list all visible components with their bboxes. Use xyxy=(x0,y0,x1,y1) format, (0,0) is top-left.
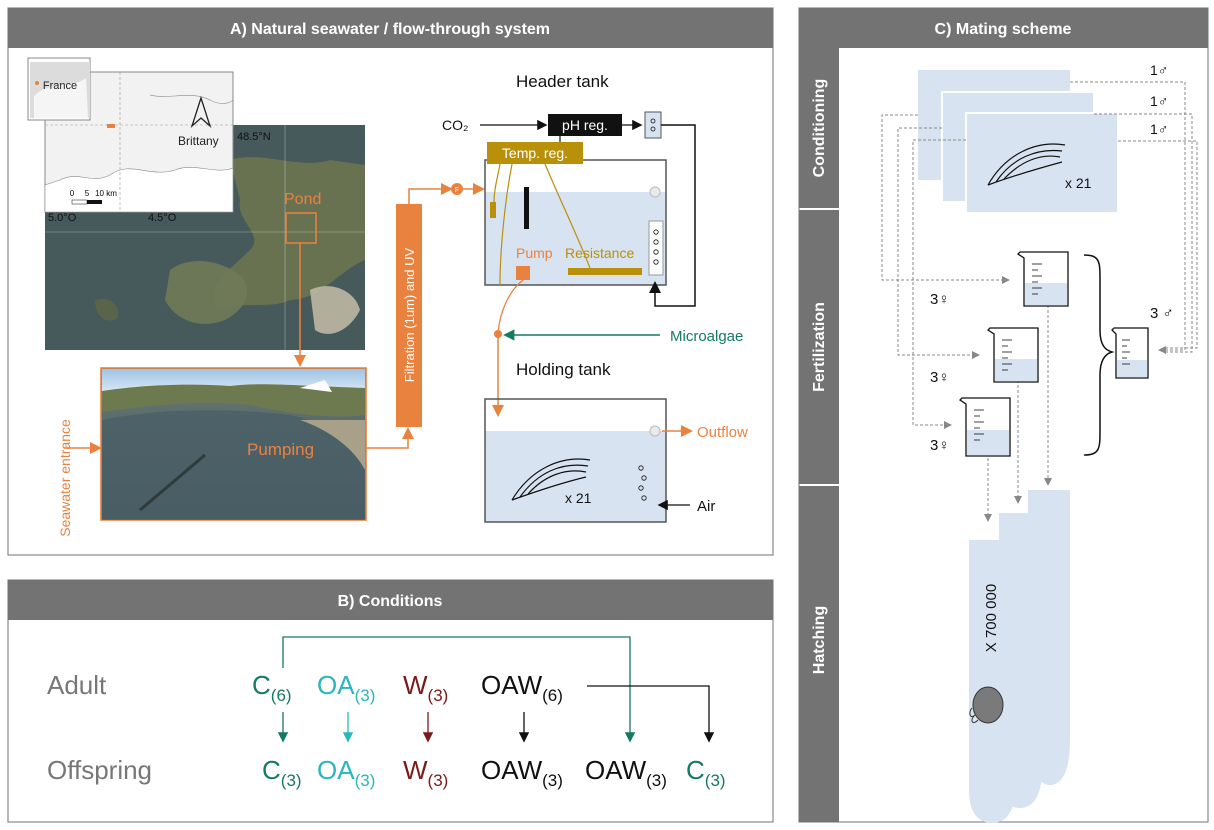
offspring-oaw-2: OAW(3) xyxy=(585,755,667,790)
region-label: Brittany xyxy=(178,134,219,148)
scale-label-10: 10 km xyxy=(95,189,117,198)
filtration-unit xyxy=(396,204,422,427)
offspring-oa: OA(3) xyxy=(317,755,375,790)
male-label-1: 1♂ xyxy=(1150,62,1168,78)
resistance-label: Resistance xyxy=(565,245,634,261)
panel-c-title: C) Mating scheme xyxy=(935,21,1072,38)
filtration-label: Filtration (1um) and UV xyxy=(402,247,417,382)
filter-icon xyxy=(451,183,463,195)
offspring-w: W(3) xyxy=(403,755,448,790)
ph-reg-label: pH reg. xyxy=(562,117,608,133)
beaker-icon-3 xyxy=(958,397,1011,457)
panel-a-header xyxy=(8,8,773,48)
header-tank: Header tank Pump Resistance CO₂ pH reg. xyxy=(442,72,696,307)
holding-tank-title: Holding tank xyxy=(516,360,611,379)
panel-a: A) Natural seawater / flow-through syste… xyxy=(7,7,774,556)
larva-icon xyxy=(969,686,1004,724)
temp-regulator xyxy=(487,142,583,164)
lon-west-label: 5.0°O xyxy=(48,212,77,224)
stage-bar-fertilization xyxy=(799,210,839,484)
pumping-photo: Pumping xyxy=(100,367,367,521)
pumping-label: Pumping xyxy=(247,440,314,459)
header-bubbles-icon xyxy=(653,229,659,265)
stage-conditioning: Conditioning xyxy=(811,79,828,178)
conditioning-count: x 21 xyxy=(1065,175,1092,191)
female-label-2: 3♀ xyxy=(930,369,950,386)
female-label-3: 3♀ xyxy=(930,437,950,454)
row-label-adult: Adult xyxy=(47,670,107,700)
header-tank-title: Header tank xyxy=(516,72,609,91)
scale-label-5: 5 xyxy=(85,189,90,198)
hatching-count: X 700 000 xyxy=(983,584,1000,652)
offspring-oaw: OAW(3) xyxy=(481,755,563,790)
panel-b-title: B) Conditions xyxy=(338,593,443,610)
beaker-icon-1 xyxy=(1016,251,1069,307)
stage-fertilization: Fertilization xyxy=(811,302,828,392)
pond-label: Pond xyxy=(284,191,321,208)
temp-reg-label: Temp. reg. xyxy=(502,145,568,161)
offspring-c: C(3) xyxy=(262,755,302,790)
adult-oa: OA(3) xyxy=(317,670,375,705)
filter-badge: F xyxy=(455,187,459,194)
holding-tank: Holding tank Outflow x 21 Air xyxy=(484,360,748,523)
co2-label: CO₂ xyxy=(442,117,468,133)
beaker-icon-males xyxy=(1111,327,1149,379)
seawater-entrance-label: Seawater entrance xyxy=(57,419,73,537)
pump-label: Pump xyxy=(516,245,553,261)
row-label-offspring: Offspring xyxy=(47,755,152,785)
brace-icon xyxy=(1083,254,1115,456)
panel-a-title: A) Natural seawater / flow-through syste… xyxy=(230,21,550,38)
adult-oaw: OAW(6) xyxy=(481,670,563,705)
stage-bar-hatching xyxy=(799,486,839,822)
adult-c: C(6) xyxy=(252,670,292,705)
female-label-1: 3♀ xyxy=(930,291,950,308)
air-bubbles-icon xyxy=(638,465,647,501)
stage-bar-conditioning xyxy=(799,48,839,208)
male-label-2: 1♂ xyxy=(1150,93,1168,109)
microalgae-label: Microalgae xyxy=(670,328,743,345)
inset-map: Brittany 0 5 10 km France xyxy=(27,57,234,213)
lat-label: 48.5°N xyxy=(237,131,271,143)
country-label: France xyxy=(43,80,77,92)
stage-hatching: Hatching xyxy=(811,606,828,674)
male-pool-label: 3 ♂ xyxy=(1150,305,1174,322)
oyster-icon xyxy=(511,458,591,501)
scale-label-0: 0 xyxy=(70,189,75,198)
panel-b-header xyxy=(8,580,773,620)
panel-c: C) Mating scheme Conditioning Fertilizat… xyxy=(798,7,1209,823)
lon-east-label: 4.5°O xyxy=(148,212,177,224)
air-label: Air xyxy=(697,498,715,515)
ph-regulator xyxy=(548,114,622,136)
offspring-c-2: C(3) xyxy=(686,755,726,790)
beaker-icon-2 xyxy=(986,327,1039,383)
panel-b: B) Conditions Adult Offspring C(6) OA(3)… xyxy=(7,579,774,823)
male-label-3: 1♂ xyxy=(1150,121,1168,137)
pond-marker xyxy=(285,212,317,244)
panel-c-header xyxy=(799,8,1208,48)
conditioning-oyster-icon xyxy=(987,143,1066,186)
north-arrow-icon xyxy=(190,95,212,129)
outflow-label: Outflow xyxy=(697,424,748,441)
adult-w: W(3) xyxy=(403,670,448,705)
holding-count: x 21 xyxy=(565,490,592,506)
